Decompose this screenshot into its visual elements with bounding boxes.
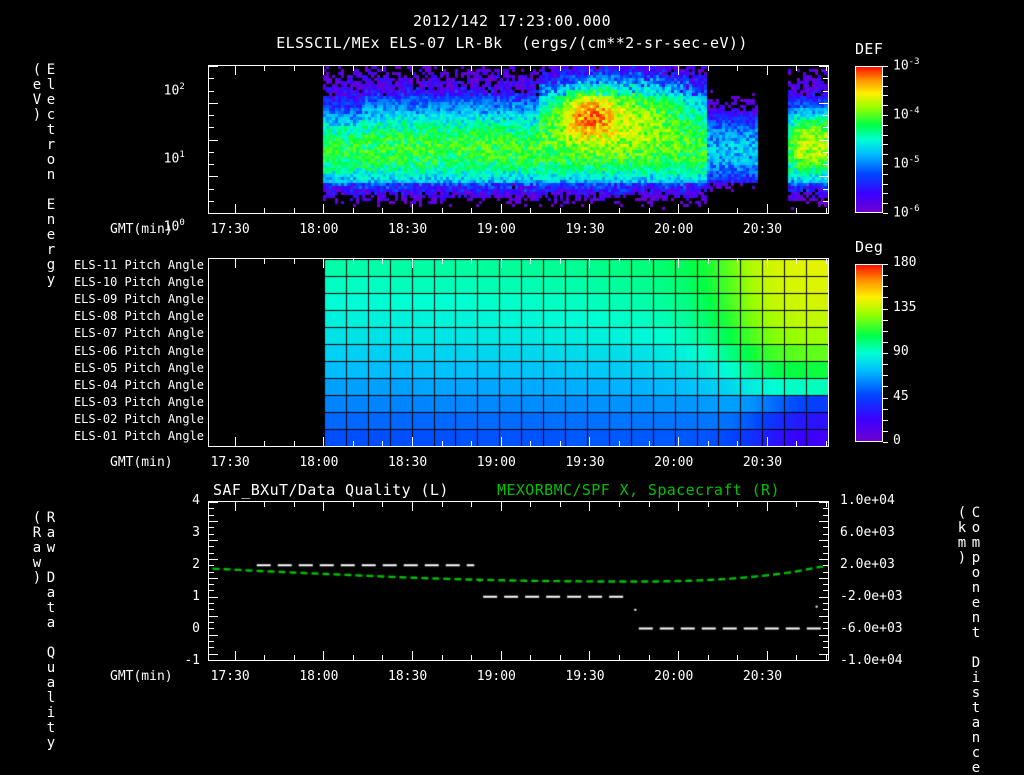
deg-colorbar-label: 135 xyxy=(893,299,917,315)
timeseries-right-tick: 6.0e+03 xyxy=(840,525,895,540)
xtick-label: 19:30 xyxy=(565,222,605,237)
xtick-label: 19:00 xyxy=(476,669,516,684)
xtick-label: 19:00 xyxy=(476,222,516,237)
def-colorbar-label: 10-4 xyxy=(893,106,920,123)
xtick-label: 19:00 xyxy=(476,455,516,470)
def-colorbar-label: 10-5 xyxy=(893,155,920,172)
xtick-label: 20:30 xyxy=(742,222,783,237)
deg-colorbar-label: 45 xyxy=(893,388,909,404)
timeseries-left-tick: 4 xyxy=(192,493,200,508)
xtick-label: 17:30 xyxy=(210,669,250,684)
xtick-label: 18:00 xyxy=(299,455,339,470)
timeseries-left-tick: 1 xyxy=(192,589,200,604)
timeseries-panel[interactable] xyxy=(208,501,829,661)
pitch-row-label: ELS-07 Pitch Angle xyxy=(73,326,204,340)
pitch-row-label: ELS-01 Pitch Angle xyxy=(73,429,204,443)
xtick-label: 20:30 xyxy=(742,455,783,470)
timeseries-title-left: SAF_BXuT/Data Quality (L) xyxy=(213,481,449,499)
xtick-label: 18:30 xyxy=(388,669,428,684)
def-colorbar xyxy=(855,66,883,213)
pitch-row-label: ELS-04 Pitch Angle xyxy=(73,378,204,392)
page-title-instrument: ELSSCIL/MEx ELS-07 LR-Bk (ergs/(cm**2-sr… xyxy=(276,34,748,52)
def-colorbar-label: 10-3 xyxy=(893,57,920,74)
def-colorbar-title: DEF xyxy=(855,40,884,58)
xtick-label: 18:30 xyxy=(388,455,428,470)
deg-colorbar-label: 0 xyxy=(893,433,901,448)
timeseries-right-ylabel: Component Distance (km) xyxy=(954,505,984,775)
timeseries-left-tick: 3 xyxy=(192,525,200,540)
spectrogram-panel[interactable] xyxy=(208,65,829,214)
timeseries-plot xyxy=(209,502,828,660)
timeseries-left-ylabel: Raw Data Quality (Raw) xyxy=(29,510,59,750)
spectrogram-xlabel: GMT(min) xyxy=(110,222,173,237)
xtick-label: 20:30 xyxy=(742,669,783,684)
timeseries-left-tick: 0 xyxy=(192,621,200,636)
pitch-angle-panel[interactable] xyxy=(208,258,829,447)
pitch-row-label: ELS-02 Pitch Angle xyxy=(73,412,204,426)
timeseries-left-tick: 2 xyxy=(192,557,200,572)
deg-colorbar xyxy=(855,264,883,442)
timeseries-right-tick: 2.0e+03 xyxy=(840,557,895,572)
deg-colorbar-label: 90 xyxy=(893,344,909,359)
deg-colorbar-title: Deg xyxy=(855,238,884,256)
spectrogram-ylabel: Electron Energy (eV) xyxy=(29,62,59,287)
xtick-label: 17:30 xyxy=(210,222,250,237)
pitch-row-label: ELS-09 Pitch Angle xyxy=(73,292,204,306)
xtick-label: 20:00 xyxy=(654,669,694,684)
xtick-label: 19:30 xyxy=(565,669,605,684)
pitch-xlabel: GMT(min) xyxy=(110,455,173,470)
timeseries-left-tick: -1 xyxy=(184,653,200,668)
spectrogram-ytick-10: 101 xyxy=(163,150,185,167)
xtick-label: 18:00 xyxy=(299,669,339,684)
pitch-row-label: ELS-11 Pitch Angle xyxy=(73,258,204,272)
spectrogram-ytick-100: 102 xyxy=(163,82,185,99)
page-title-datetime: 2012/142 17:23:00.000 xyxy=(412,12,612,30)
xtick-label: 18:30 xyxy=(388,222,428,237)
def-colorbar-label: 10-6 xyxy=(893,204,920,221)
timeseries-right-tick: -2.0e+03 xyxy=(840,589,903,604)
timeseries-right-tick: -6.0e+03 xyxy=(840,621,903,636)
timeseries-right-tick: -1.0e+04 xyxy=(840,653,903,668)
pitch-row-label: ELS-05 Pitch Angle xyxy=(73,361,204,375)
spectrogram-image xyxy=(209,66,828,213)
pitch-row-label: ELS-08 Pitch Angle xyxy=(73,309,204,323)
xtick-label: 17:30 xyxy=(210,455,250,470)
pitch-angle-image xyxy=(209,259,828,446)
deg-colorbar-label: 180 xyxy=(893,255,917,270)
pitch-row-label: ELS-03 Pitch Angle xyxy=(73,395,204,409)
xtick-label: 20:00 xyxy=(654,222,694,237)
pitch-row-label: ELS-06 Pitch Angle xyxy=(73,344,204,358)
timeseries-title-right: MEXORBMC/SPF X, Spacecraft (R) xyxy=(497,481,780,499)
spectrogram-ytick-1: 100 xyxy=(163,218,185,235)
xtick-label: 20:00 xyxy=(654,455,694,470)
timeseries-right-tick: 1.0e+04 xyxy=(840,493,895,508)
xtick-label: 19:30 xyxy=(565,455,605,470)
pitch-row-label: ELS-10 Pitch Angle xyxy=(73,275,204,289)
xtick-label: 18:00 xyxy=(299,222,339,237)
timeseries-xlabel: GMT(min) xyxy=(110,669,173,684)
